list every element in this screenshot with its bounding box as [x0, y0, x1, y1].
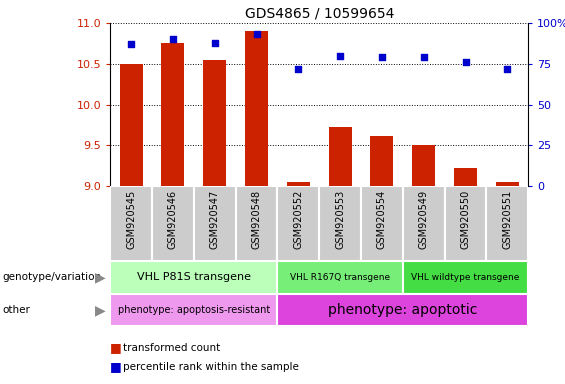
Text: percentile rank within the sample: percentile rank within the sample	[123, 362, 299, 372]
Text: ▶: ▶	[95, 270, 106, 285]
Text: ■: ■	[110, 360, 122, 373]
Point	[377, 54, 386, 60]
Bar	[454, 168, 477, 186]
Text: other: other	[3, 305, 31, 315]
Bar	[203, 60, 226, 186]
Text: GSM920547: GSM920547	[210, 190, 220, 249]
Bar	[496, 182, 519, 186]
Text: GSM920549: GSM920549	[419, 190, 429, 249]
Bar	[445, 186, 486, 261]
Bar	[110, 186, 152, 261]
Bar	[403, 261, 528, 294]
Bar	[194, 186, 236, 261]
Bar	[236, 186, 277, 261]
Bar	[277, 294, 528, 326]
Bar	[277, 186, 319, 261]
Bar	[287, 182, 310, 186]
Bar	[319, 186, 361, 261]
Bar	[277, 261, 403, 294]
Text: VHL R167Q transgene: VHL R167Q transgene	[290, 273, 390, 282]
Point	[127, 41, 136, 47]
Bar	[329, 127, 351, 186]
Bar	[245, 31, 268, 186]
Bar	[371, 136, 393, 186]
Text: VHL P81S transgene: VHL P81S transgene	[137, 272, 251, 283]
Bar	[110, 294, 277, 326]
Text: GSM920551: GSM920551	[502, 190, 512, 249]
Bar	[403, 186, 445, 261]
Point	[210, 40, 219, 46]
Point	[503, 66, 512, 72]
Text: ■: ■	[110, 341, 122, 354]
Text: GSM920553: GSM920553	[335, 190, 345, 249]
Point	[168, 36, 177, 43]
Point	[336, 53, 345, 59]
Text: GSM920548: GSM920548	[251, 190, 262, 249]
Text: phenotype: apoptotic: phenotype: apoptotic	[328, 303, 477, 317]
Point	[419, 54, 428, 60]
Point	[461, 59, 470, 65]
Text: VHL wildtype transgene: VHL wildtype transgene	[411, 273, 520, 282]
Bar	[162, 43, 184, 186]
Bar	[110, 261, 277, 294]
Text: GSM920554: GSM920554	[377, 190, 387, 249]
Text: GSM920545: GSM920545	[126, 190, 136, 249]
Text: phenotype: apoptosis-resistant: phenotype: apoptosis-resistant	[118, 305, 270, 315]
Bar	[120, 64, 142, 186]
Text: genotype/variation: genotype/variation	[3, 272, 102, 283]
Bar	[361, 186, 403, 261]
Point	[294, 66, 303, 72]
Text: GSM920550: GSM920550	[460, 190, 471, 249]
Point	[252, 31, 261, 38]
Title: GDS4865 / 10599654: GDS4865 / 10599654	[245, 7, 394, 20]
Bar	[152, 186, 194, 261]
Text: transformed count: transformed count	[123, 343, 220, 353]
Text: GSM920552: GSM920552	[293, 190, 303, 249]
Text: ▶: ▶	[95, 303, 106, 317]
Text: GSM920546: GSM920546	[168, 190, 178, 249]
Bar	[486, 186, 528, 261]
Bar	[412, 146, 435, 186]
